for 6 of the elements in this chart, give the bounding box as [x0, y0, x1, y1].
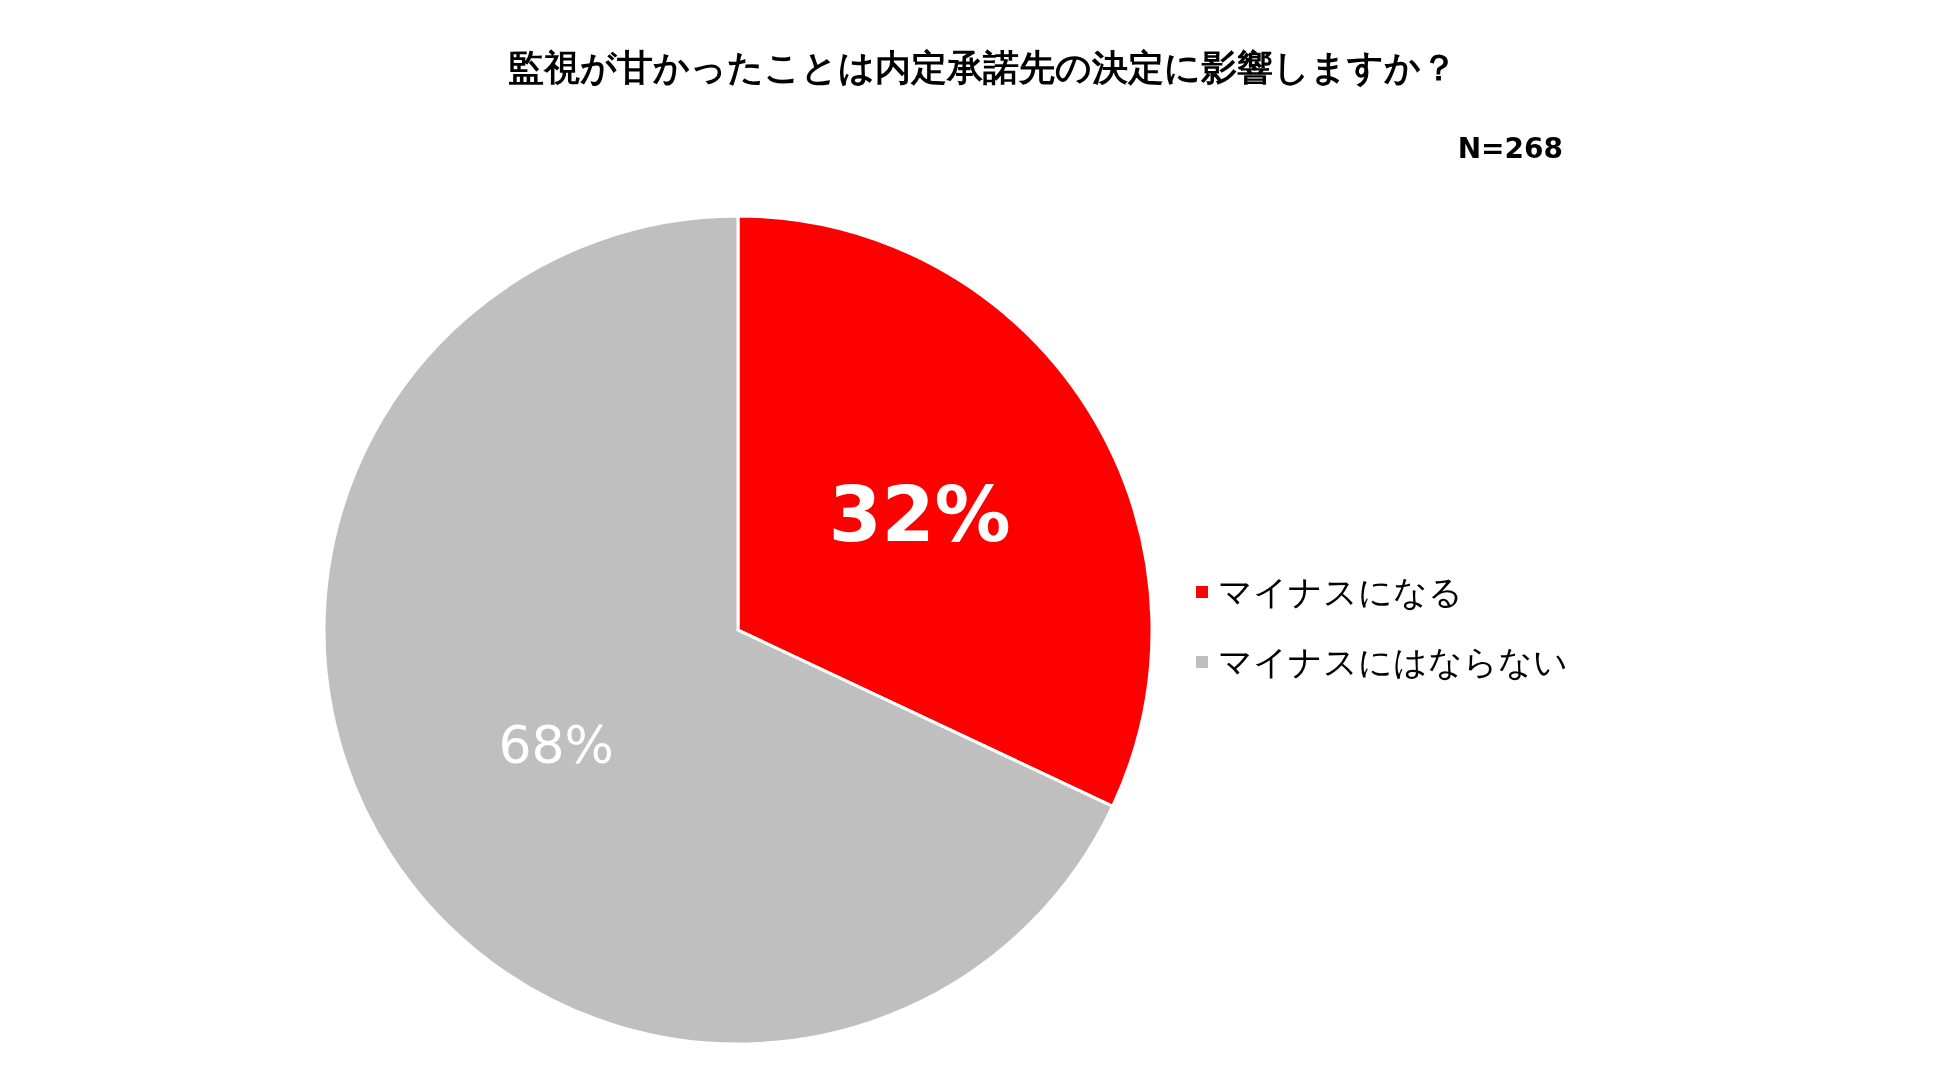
text: N=268 [1457, 132, 1563, 165]
data-label: 68% [498, 715, 615, 776]
chart-title: 監視が甘かったことは内定承諾先の決定に影響しますか？ [507, 47, 1457, 88]
legend-label: マイナスにはならない [1218, 642, 1568, 682]
legend-label: マイナスになる [1218, 572, 1463, 612]
data-label: 32% [828, 470, 1011, 560]
